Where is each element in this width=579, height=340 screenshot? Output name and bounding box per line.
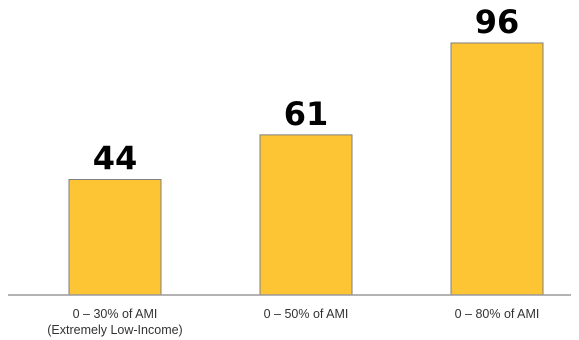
bar-value-label: 61 (284, 95, 329, 133)
x-tick-label: (Extremely Low-Income) (47, 323, 182, 337)
bars-group (68, 42, 544, 296)
bar (259, 134, 353, 296)
x-tick-label: 0 – 50% of AMI (264, 307, 349, 321)
x-tick-labels-group: 0 – 30% of AMI (Extremely Low-Income) 0 – … (47, 307, 539, 337)
value-labels-group: 44 61 96 (93, 3, 520, 178)
bar (68, 179, 162, 296)
x-tick-label: 0 – 80% of AMI (455, 307, 540, 321)
bar (450, 42, 544, 296)
x-tick-label: 0 – 30% of AMI (73, 307, 158, 321)
bar-value-label: 96 (475, 3, 520, 41)
bar-value-label: 44 (93, 140, 138, 178)
